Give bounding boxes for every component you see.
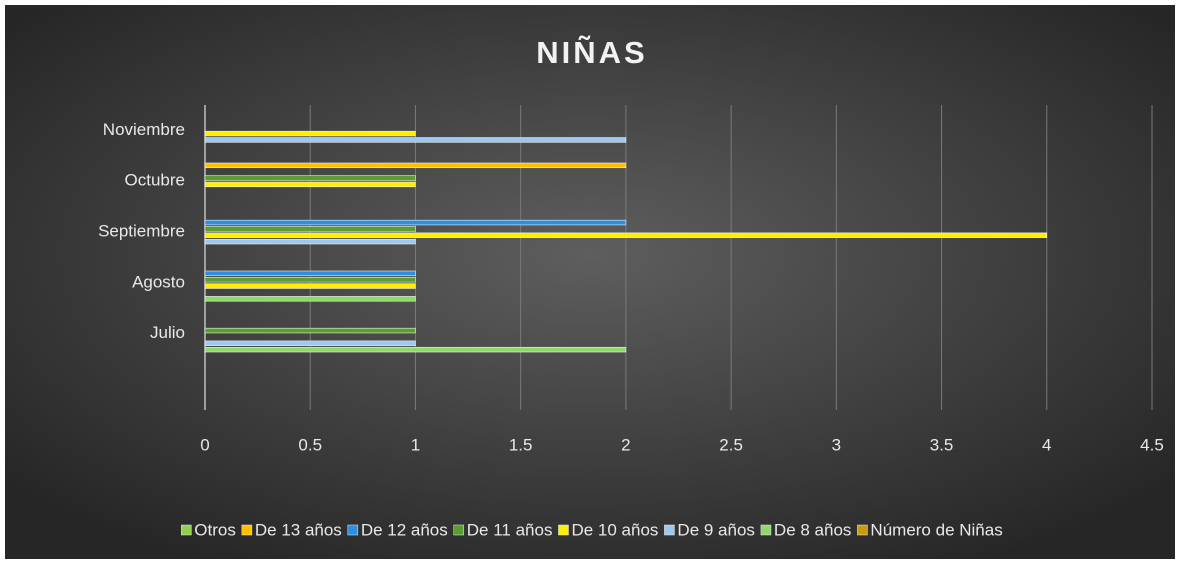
x-tick-label: 3: [832, 435, 841, 454]
bar: [204, 296, 416, 302]
legend-label: De 9 años: [677, 520, 755, 539]
bar: [204, 232, 1048, 238]
bar: [204, 238, 416, 245]
bar: [204, 130, 416, 137]
bar: [204, 270, 416, 277]
legend-swatch: [453, 524, 465, 536]
y-tick-label: Julio: [150, 323, 185, 342]
y-tick-label: Agosto: [132, 272, 185, 291]
legend-swatch: [760, 524, 772, 536]
x-tick-label: 1.5: [509, 435, 533, 454]
legend-label: Número de Niñas: [870, 520, 1002, 539]
y-tick-label: Octubre: [125, 171, 185, 190]
bar: [204, 181, 416, 188]
x-tick-label: 4: [1042, 435, 1051, 454]
bar: [204, 327, 416, 334]
legend-label: De 13 años: [255, 520, 342, 539]
legend-swatch: [347, 524, 359, 536]
x-tick-label: 0: [200, 435, 209, 454]
bar: [204, 137, 627, 143]
bar: [204, 162, 627, 169]
bar: [204, 346, 627, 353]
legend-swatch: [664, 524, 675, 536]
legend-swatch: [558, 524, 569, 536]
y-tick-label: Noviembre: [103, 120, 185, 139]
legend-swatch: [241, 524, 253, 536]
legend-label: Otros: [194, 520, 236, 539]
legend-label: De 8 años: [774, 520, 852, 539]
x-tick-label: 2.5: [719, 435, 743, 454]
legend-label: De 10 años: [571, 520, 658, 539]
x-tick-label: 2: [621, 435, 630, 454]
bar: [204, 283, 416, 289]
chart-background: [5, 5, 1175, 559]
bar: [204, 175, 416, 181]
chart-title: NIÑAS: [536, 35, 647, 70]
legend-swatch: [181, 524, 192, 536]
x-tick-label: 4.5: [1140, 435, 1164, 454]
bar: [204, 277, 416, 283]
legend-label: De 12 años: [361, 520, 448, 539]
legend-label: De 11 años: [467, 520, 553, 539]
legend-swatch: [857, 524, 868, 536]
bar: [204, 226, 416, 232]
x-tick-label: 3.5: [930, 435, 954, 454]
x-tick-label: 0.5: [298, 435, 322, 454]
bar: [204, 340, 416, 346]
y-tick-label: Septiembre: [98, 222, 185, 241]
x-tick-label: 1: [411, 435, 420, 454]
bar: [204, 219, 627, 226]
